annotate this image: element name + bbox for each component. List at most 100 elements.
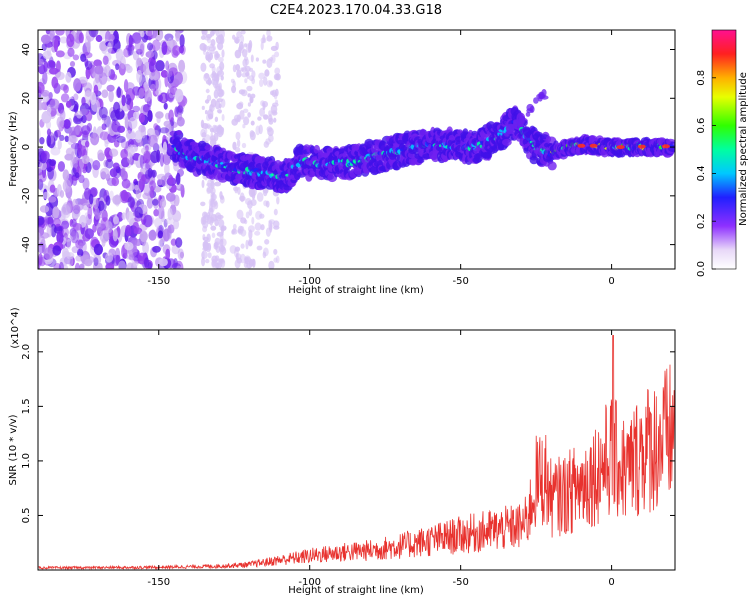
spectral-blob	[63, 119, 71, 129]
spectral-blob	[38, 171, 47, 183]
spectral-blob	[266, 35, 273, 42]
spectral-blob	[255, 210, 263, 220]
spectral-blob	[105, 195, 111, 206]
spectral-blob	[255, 57, 259, 62]
spectral-blob	[248, 238, 253, 246]
spectral-blob	[61, 203, 71, 216]
spectral-blob	[81, 202, 90, 211]
spectral-blob	[148, 58, 157, 73]
spectral-blob	[74, 262, 81, 269]
spectral-blob	[46, 60, 56, 70]
spectral-blob	[212, 30, 216, 35]
y-tick-label: 2.0	[21, 344, 32, 360]
spectral-blob	[137, 252, 147, 262]
spectral-blob	[219, 36, 225, 45]
y-tick-label: 0	[21, 144, 32, 150]
spectral-blob	[207, 252, 212, 259]
spectral-blob	[533, 97, 539, 104]
spectral-blob	[236, 102, 244, 110]
spectral-blob	[111, 176, 120, 187]
spectral-blob	[102, 55, 109, 65]
spectral-blob	[50, 223, 57, 238]
spectral-blob	[209, 138, 217, 147]
spectral-blob	[94, 65, 104, 75]
spectral-blob	[211, 72, 218, 77]
spectral-blob	[159, 198, 167, 209]
spectral-blob	[94, 207, 100, 220]
spectral-blob	[72, 223, 83, 231]
spectral-blob	[232, 34, 236, 40]
spectral-blob	[120, 167, 126, 181]
spectral-blob	[172, 210, 182, 223]
spectral-blob	[210, 181, 215, 190]
spectral-blob	[236, 31, 242, 39]
spectral-blob	[158, 224, 164, 235]
spectral-blob	[98, 72, 108, 85]
spectral-blob	[235, 253, 242, 260]
spectral-blob	[213, 89, 219, 99]
spectral-blob	[219, 191, 223, 200]
spectral-blob	[109, 148, 119, 157]
spectral-blob	[512, 119, 518, 125]
snr-x-ticks: -150 -100 -50 0	[147, 330, 615, 588]
spectral-blob	[218, 89, 223, 95]
spectral-blob	[201, 250, 208, 259]
spectral-blob	[109, 190, 114, 201]
spectral-blob	[258, 124, 263, 135]
spectral-blob	[73, 78, 82, 92]
spectral-blob	[168, 174, 174, 185]
spectral-blob	[42, 71, 48, 85]
colorbar: 0.0 0.2 0.4 0.6 0.8 Normalized spectral ampl…	[696, 29, 749, 277]
spectral-blob	[167, 207, 173, 221]
spectral-blob	[139, 154, 145, 169]
y-tick-label: 40	[21, 43, 32, 56]
spectral-blob	[270, 90, 275, 96]
spectral-blob	[201, 256, 206, 267]
spectral-blob	[164, 162, 170, 176]
snr-panel: -150 -100 -50 0 0.5 1.0 1.5 2.0 Height of stra…	[8, 307, 676, 596]
spectral-blob	[141, 147, 147, 154]
spectral-blob	[121, 157, 130, 168]
spectral-blob	[519, 112, 524, 120]
spectral-blob	[38, 101, 43, 110]
spectral-blob	[160, 70, 168, 78]
spectral-blob	[265, 138, 271, 145]
spectral-blob	[63, 84, 69, 94]
spectral-blob	[172, 45, 181, 56]
spectral-blob	[152, 198, 159, 206]
spectral-blob	[140, 30, 145, 38]
spectral-blob	[263, 247, 269, 257]
spectral-blob	[65, 100, 72, 108]
spectral-blob	[66, 33, 75, 48]
spectral-blob	[166, 258, 176, 269]
snr-y-ticks: 0.5 1.0 1.5 2.0	[21, 344, 675, 523]
spectral-blob	[78, 32, 84, 44]
spectral-blob	[125, 82, 135, 92]
spectral-blob	[170, 238, 177, 246]
spectral-blob	[55, 71, 65, 81]
spectral-blob	[56, 116, 65, 129]
spectral-blob	[173, 219, 180, 230]
spectral-blob	[163, 218, 168, 228]
spectral-blob	[589, 143, 598, 148]
spectral-blob	[38, 58, 44, 65]
spectral-blob	[207, 125, 213, 130]
spectral-blob	[151, 169, 157, 178]
spectral-blob	[143, 184, 151, 196]
spectral-blob	[106, 42, 112, 55]
spectral-blob	[143, 214, 153, 228]
spectral-blob	[90, 132, 100, 146]
spectral-blob	[56, 230, 64, 245]
spectral-blob	[218, 103, 222, 109]
spectral-blob	[232, 223, 237, 230]
spectral-blob	[179, 34, 185, 48]
spectrogram-frame	[37, 29, 676, 270]
spectral-blob	[75, 172, 80, 179]
y-tick-label: 1.5	[21, 398, 32, 414]
spectral-blob	[67, 47, 75, 57]
spectral-blob	[243, 219, 248, 225]
spectral-blob	[59, 190, 65, 198]
spectral-blob	[240, 30, 246, 35]
colorbar-ticks: 0.0 0.2 0.4 0.6 0.8	[696, 70, 716, 277]
